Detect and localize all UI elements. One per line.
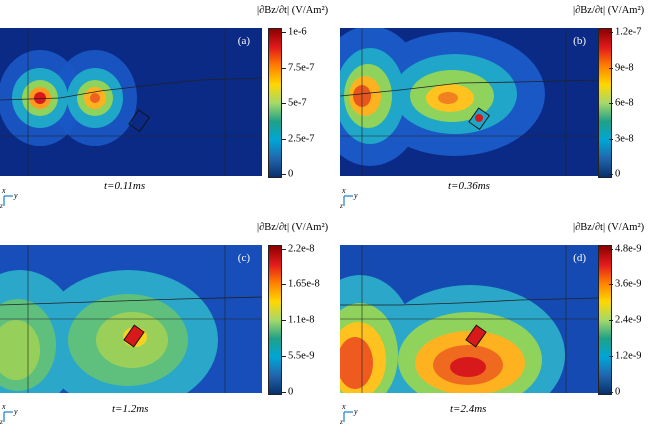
colorbar-tick-c-4: 0 bbox=[288, 386, 294, 398]
colorbar-tick-d-0: 4.8e-9 bbox=[615, 243, 642, 255]
svg-text:x: x bbox=[1, 186, 6, 195]
colorbar-tick-mark bbox=[282, 392, 286, 393]
svg-text:z: z bbox=[340, 418, 343, 424]
colorbar-tick-mark bbox=[609, 103, 613, 104]
colorbar-tick-c-3: 5.5e-9 bbox=[288, 350, 315, 362]
colorbar-tick-a-4: 0 bbox=[288, 168, 294, 180]
axis-triad-a: x y z bbox=[0, 186, 24, 210]
colorbar-tick-mark bbox=[609, 392, 613, 393]
field-map-c-svg bbox=[0, 245, 262, 393]
svg-text:z: z bbox=[0, 202, 3, 208]
panel-label-a: (a) bbox=[237, 35, 250, 47]
colorbar-tick-mark bbox=[609, 32, 613, 33]
axis-triad-d: x y z bbox=[339, 402, 364, 426]
colorbar-tick-mark bbox=[609, 284, 613, 285]
colorbar-tick-mark bbox=[282, 32, 286, 33]
svg-text:x: x bbox=[341, 186, 346, 195]
svg-text:z: z bbox=[0, 418, 3, 424]
colorbar-tick-d-2: 2.4e-9 bbox=[615, 314, 642, 326]
colorbar-c bbox=[268, 245, 282, 395]
panel-label-c: (c) bbox=[237, 252, 250, 264]
time-label-d: t=2.4ms bbox=[450, 403, 487, 415]
colorbar-tick-mark bbox=[609, 356, 613, 357]
colorbar-tick-b-1: 9e-8 bbox=[615, 62, 634, 74]
svg-text:y: y bbox=[353, 191, 358, 200]
colorbar-tick-mark bbox=[609, 139, 613, 140]
time-label-b: t=0.36ms bbox=[448, 180, 490, 192]
svg-text:x: x bbox=[341, 402, 346, 411]
colorbar-tick-d-4: 0 bbox=[615, 386, 621, 398]
colorbar-tick-mark bbox=[282, 320, 286, 321]
colorbar-tick-mark bbox=[282, 284, 286, 285]
time-label-a: t=0.11ms bbox=[104, 180, 146, 192]
colorbar-units-d: |∂Bz/∂t| (V/Am²) bbox=[573, 222, 645, 233]
field-map-d-svg bbox=[340, 245, 598, 393]
axis-triad-b: x y z bbox=[339, 186, 364, 210]
time-label-c: t=1.2ms bbox=[112, 403, 149, 415]
axis-triad-icon: x y z bbox=[0, 402, 18, 426]
svg-text:y: y bbox=[13, 191, 18, 200]
svg-text:x: x bbox=[1, 402, 6, 411]
colorbar-tick-mark bbox=[282, 68, 286, 69]
colorbar-tick-mark bbox=[282, 139, 286, 140]
colorbar-units-b: |∂Bz/∂t| (V/Am²) bbox=[573, 5, 645, 16]
colorbar-tick-mark bbox=[282, 174, 286, 175]
colorbar-tick-a-3: 2.5e-7 bbox=[288, 133, 315, 145]
colorbar-tick-mark bbox=[609, 320, 613, 321]
axis-triad-icon: x y z bbox=[0, 186, 18, 210]
svg-text:z: z bbox=[340, 202, 343, 208]
panel-label-b: (b) bbox=[573, 35, 586, 47]
field-map-d: (d) bbox=[340, 245, 598, 393]
colorbar-tick-b-4: 0 bbox=[615, 168, 621, 180]
colorbar-tick-c-0: 2.2e-8 bbox=[288, 243, 315, 255]
svg-text:y: y bbox=[353, 407, 358, 416]
colorbar-tick-c-1: 1.65e-8 bbox=[288, 278, 320, 290]
colorbar-tick-b-0: 1.2e-7 bbox=[615, 26, 642, 38]
field-map-b: (b) bbox=[340, 28, 598, 176]
field-map-a: (a) bbox=[0, 28, 262, 176]
svg-text:y: y bbox=[13, 407, 18, 416]
colorbar-tick-d-3: 1.2e-9 bbox=[615, 350, 642, 362]
colorbar-units-c: |∂Bz/∂t| (V/Am²) bbox=[257, 222, 329, 233]
colorbar-tick-mark bbox=[282, 356, 286, 357]
colorbar-tick-a-0: 1e-6 bbox=[288, 26, 307, 38]
colorbar-units-a: |∂Bz/∂t| (V/Am²) bbox=[257, 5, 329, 16]
panel-label-d: (d) bbox=[573, 252, 586, 264]
colorbar-tick-mark bbox=[609, 174, 613, 175]
colorbar-tick-c-2: 1.1e-8 bbox=[288, 314, 315, 326]
colorbar-tick-d-1: 3.6e-9 bbox=[615, 278, 642, 290]
colorbar-a bbox=[268, 28, 282, 178]
colorbar-tick-mark bbox=[609, 68, 613, 69]
field-map-b-svg bbox=[340, 28, 598, 176]
axis-triad-c: x y z bbox=[0, 402, 24, 426]
colorbar-tick-mark bbox=[282, 103, 286, 104]
field-map-a-svg bbox=[0, 28, 262, 176]
colorbar-tick-a-1: 7.5e-7 bbox=[288, 62, 315, 74]
axis-triad-icon: x y z bbox=[339, 186, 358, 210]
colorbar-tick-b-3: 3e-8 bbox=[615, 133, 634, 145]
colorbar-tick-mark bbox=[609, 249, 613, 250]
colorbar-tick-mark bbox=[282, 249, 286, 250]
axis-triad-icon: x y z bbox=[339, 402, 358, 426]
field-map-c: (c) bbox=[0, 245, 262, 393]
colorbar-tick-a-2: 5e-7 bbox=[288, 97, 307, 109]
colorbar-tick-b-2: 6e-8 bbox=[615, 97, 634, 109]
